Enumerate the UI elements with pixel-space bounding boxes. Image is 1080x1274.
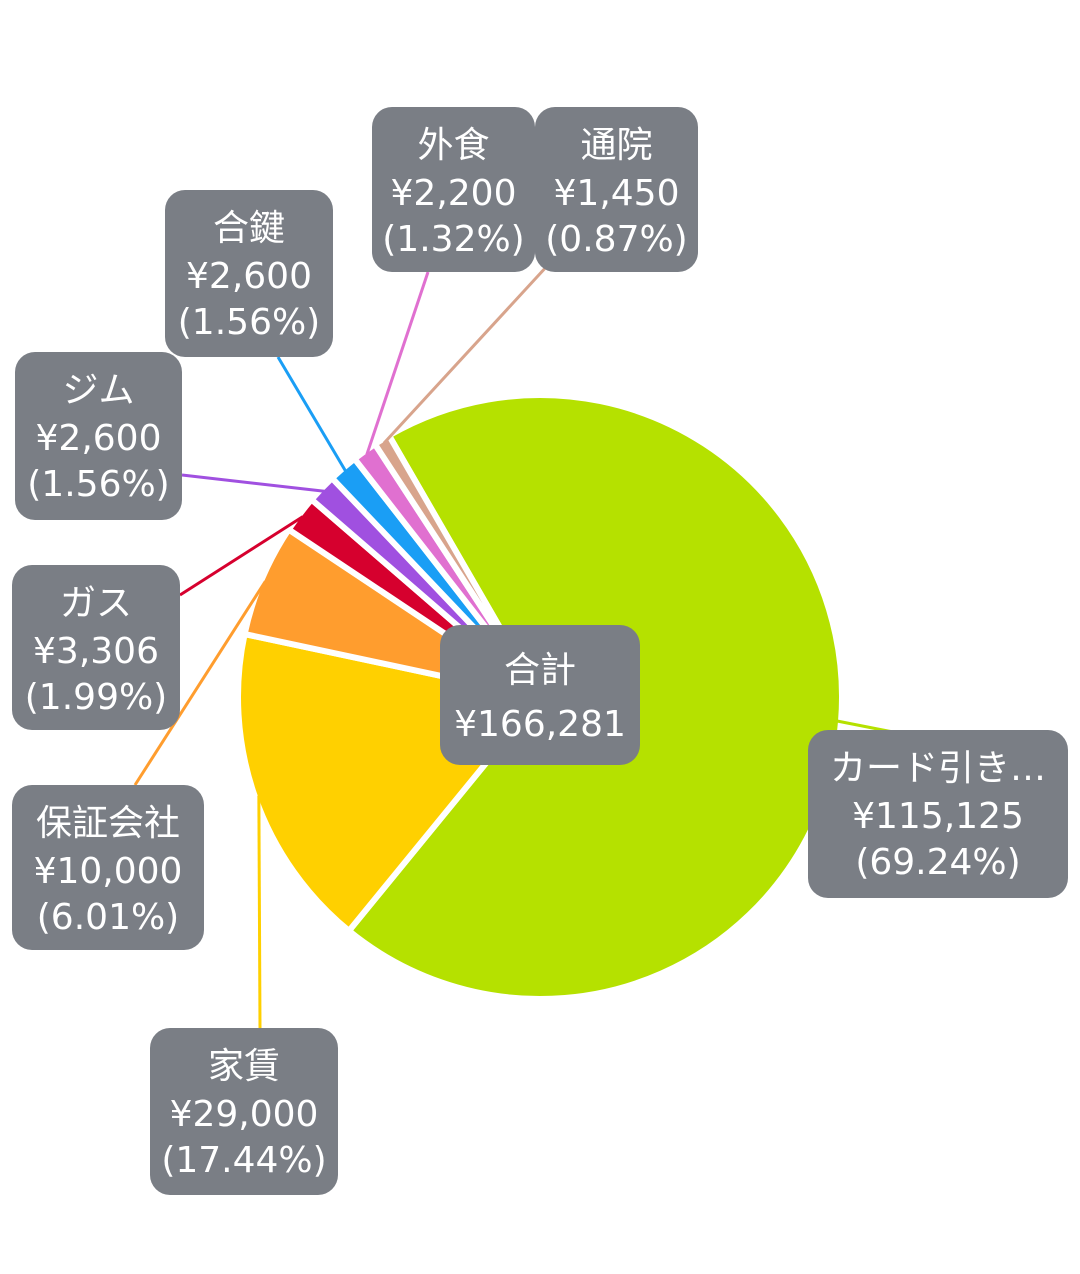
label-percent: (1.32%) — [382, 219, 524, 260]
label-percent: (1.56%) — [178, 302, 320, 343]
label-bg — [535, 107, 698, 272]
label-value: ¥10,000 — [34, 851, 183, 892]
label-value: ¥2,600 — [36, 418, 162, 459]
label-percent: (0.87%) — [545, 219, 687, 260]
total-label: 合計 — [504, 650, 576, 691]
leader-line — [181, 473, 325, 493]
label-category: 家賃 — [208, 1046, 280, 1087]
label-category: 通院 — [580, 125, 652, 166]
leader-line — [133, 580, 267, 786]
label-category: 合鍵 — [213, 208, 285, 249]
leader-line — [276, 356, 347, 472]
label-percent: (1.56%) — [27, 464, 169, 505]
total-box: 合計 ¥166,281 — [440, 625, 640, 765]
label-value: ¥29,000 — [170, 1094, 319, 1135]
leader-line — [365, 271, 430, 455]
label-percent: (6.01%) — [37, 897, 179, 938]
label-bg — [15, 352, 182, 520]
leader-line — [382, 263, 550, 445]
label-category: ジム — [62, 370, 134, 411]
label-value: ¥1,450 — [554, 173, 680, 214]
leader-line — [179, 515, 304, 597]
total-value: ¥166,281 — [454, 704, 626, 745]
total-bg — [440, 625, 640, 765]
label-percent: (17.44%) — [161, 1140, 326, 1181]
label-value: ¥2,600 — [186, 256, 312, 297]
label-category: カード引き… — [830, 748, 1046, 789]
label-bg — [165, 190, 333, 357]
label-value: ¥115,125 — [852, 796, 1024, 837]
label-bg — [808, 730, 1068, 898]
label-value: ¥2,200 — [391, 173, 517, 214]
label-value: ¥3,306 — [33, 631, 159, 672]
label-bg — [372, 107, 535, 272]
label-bg — [12, 565, 180, 730]
label-bg — [12, 785, 204, 950]
label-bg — [150, 1028, 338, 1195]
label-percent: (69.24%) — [855, 842, 1020, 883]
label-category: 外食 — [417, 125, 489, 166]
leader-line — [257, 795, 262, 1029]
label-category: ガス — [60, 583, 132, 624]
labels: カード引き… ¥115,125 (69.24%) 家賃 ¥29,000 (17.44%) 保… — [12, 107, 1068, 1195]
label-category: 保証会社 — [36, 803, 180, 844]
label-percent: (1.99%) — [25, 677, 167, 718]
leaders — [133, 263, 894, 1029]
